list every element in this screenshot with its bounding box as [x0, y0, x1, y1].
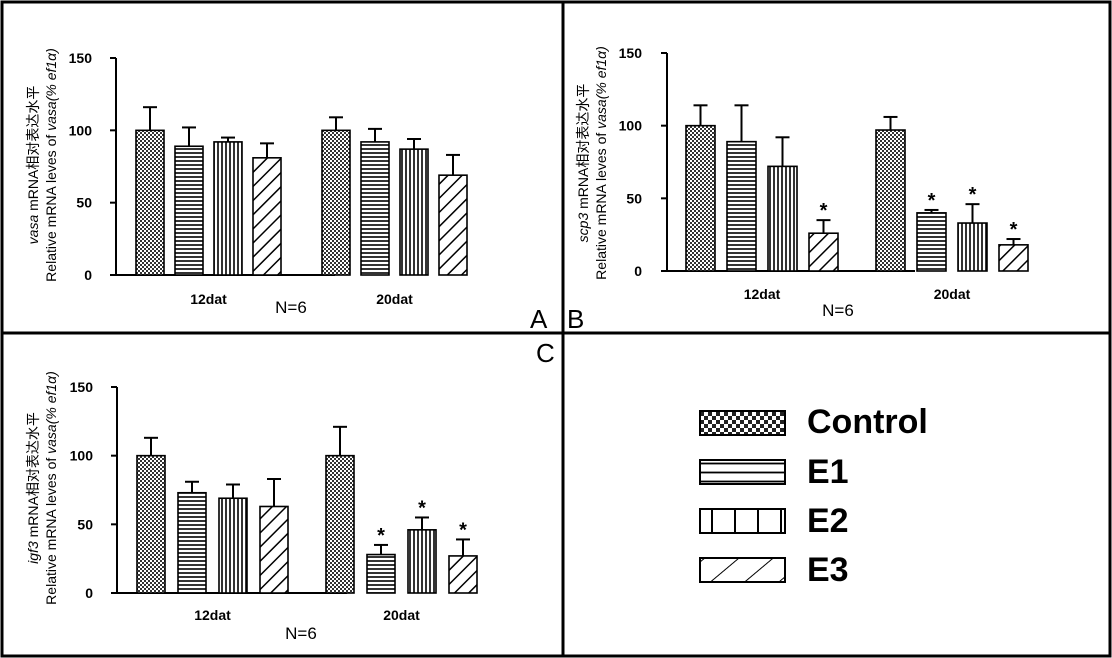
panel-a-bar-e1-12dat [174, 145, 204, 276]
panel-c-bar-e2-20dat [407, 529, 437, 594]
legend: Control E1 E2 E3 [699, 403, 928, 589]
panel-c-y-tick-label: 50 [77, 516, 93, 532]
panel-c-y-tick-label: 150 [70, 379, 94, 395]
panel-c-y-tick-label: 100 [70, 448, 94, 464]
legend-label-e2: E2 [807, 502, 849, 540]
panel-b-bar-e1-12dat [726, 140, 757, 272]
panel-letter-a: A [530, 304, 548, 334]
panel-c-significance-star: * [377, 525, 385, 547]
legend-swatch-control [699, 410, 786, 436]
panel-b-bar-e3-12dat [808, 232, 839, 272]
legend-swatch-e3 [699, 557, 786, 583]
panel-a-bar-control-12dat [135, 129, 165, 276]
panel-b: 0 50 100 150 * 12dat * * * 20dat N=6 scp3 mRNA相对表达水… [575, 45, 1029, 320]
panel-c-bar-e1-12dat [177, 491, 207, 594]
panel-a-y-tick-label: 0 [84, 267, 92, 283]
panel-b-bar-e3-20dat [998, 244, 1029, 272]
panel-a-bar-e3-20dat [438, 174, 468, 276]
panel-b-y-tick-label: 50 [626, 190, 642, 206]
panel-c-bar-e1-20dat [366, 553, 396, 594]
panel-b-n-label: N=6 [822, 301, 854, 320]
panel-b-y-label-line1: scp3 mRNA相对表达水平 [575, 84, 591, 243]
panel-a-category-label: 20dat [376, 291, 413, 307]
panel-a-category-label: 12dat [190, 291, 227, 307]
panel-c-y-tick-label: 0 [85, 585, 93, 601]
panel-b-category-label: 12dat [744, 286, 781, 302]
panel-b-significance-star: * [928, 190, 936, 212]
panel-c-y-label-line1: igf3 mRNA相对表达水平 [25, 412, 41, 564]
panel-b-significance-star: * [969, 184, 977, 206]
panel-a-bar-e1-20dat [360, 141, 390, 276]
panel-c-y-label-line2: Relative mRNA leves of vasa(% ef1α) [43, 371, 59, 605]
panel-b-bar-e1-20dat [916, 212, 947, 272]
panel-b-significance-star: * [820, 200, 828, 222]
panel-letter-b: B [567, 304, 584, 334]
panel-a-n-label: N=6 [275, 298, 307, 317]
panel-c-bar-control-12dat [136, 454, 166, 594]
panel-c-significance-star: * [459, 519, 467, 541]
panel-letter-c: C [536, 338, 555, 368]
panel-c-bar-e2-12dat [218, 497, 248, 594]
panel-b-bar-e2-20dat [957, 222, 988, 272]
legend-label-control: Control [807, 403, 928, 441]
panel-a-y-tick-label: 50 [76, 195, 92, 211]
panel-a-bar-control-20dat [321, 129, 351, 276]
panel-c-bar-e3-12dat [259, 505, 289, 594]
panel-b-y-tick-label: 150 [619, 45, 643, 61]
panel-b-bar-e2-12dat [767, 165, 798, 272]
panel-a: 0 50 100 150 12dat 20dat N=6 vasa mRNA相对表达水平 Rel… [25, 48, 468, 317]
legend-label-e3: E3 [807, 551, 849, 589]
panel-c-bar-e3-20dat [448, 555, 478, 594]
legend-label-e1: E1 [807, 453, 849, 491]
legend-swatch-e2 [699, 508, 786, 534]
panel-c-category-label: 20dat [383, 607, 420, 623]
panel-a-y-tick-label: 150 [69, 50, 93, 66]
panel-b-y-tick-label: 100 [619, 118, 643, 134]
legend-swatch-e1 [699, 459, 786, 485]
panel-a-bar-e2-20dat [399, 148, 429, 276]
panel-c-bar-control-20dat [325, 454, 355, 594]
panel-b-y-label-line2: Relative mRNA leves of vasa(% ef1α) [593, 46, 609, 280]
panel-c-n-label: N=6 [285, 624, 317, 643]
panel-a-y-tick-label: 100 [69, 122, 93, 138]
panel-b-category-label: 20dat [934, 286, 971, 302]
panel-a-bar-e2-12dat [213, 141, 243, 276]
panel-a-y-label-line1: vasa mRNA相对表达水平 [25, 86, 41, 245]
panel-b-significance-star: * [1010, 219, 1018, 241]
panel-a-bar-e3-12dat [252, 157, 282, 276]
panel-c-significance-star: * [418, 497, 426, 519]
panel-b-bar-control-12dat [685, 124, 716, 272]
panel-b-y-tick-label: 0 [634, 263, 642, 279]
panel-b-bar-control-20dat [875, 129, 906, 272]
panel-a-y-label-line2: Relative mRNA leves of vasa(% ef1α) [43, 48, 59, 282]
panel-c-category-label: 12dat [194, 607, 231, 623]
panel-c: 0 50 100 150 12dat * * * 20dat N=6 igf3 mRNA相对表达水平… [25, 371, 478, 643]
